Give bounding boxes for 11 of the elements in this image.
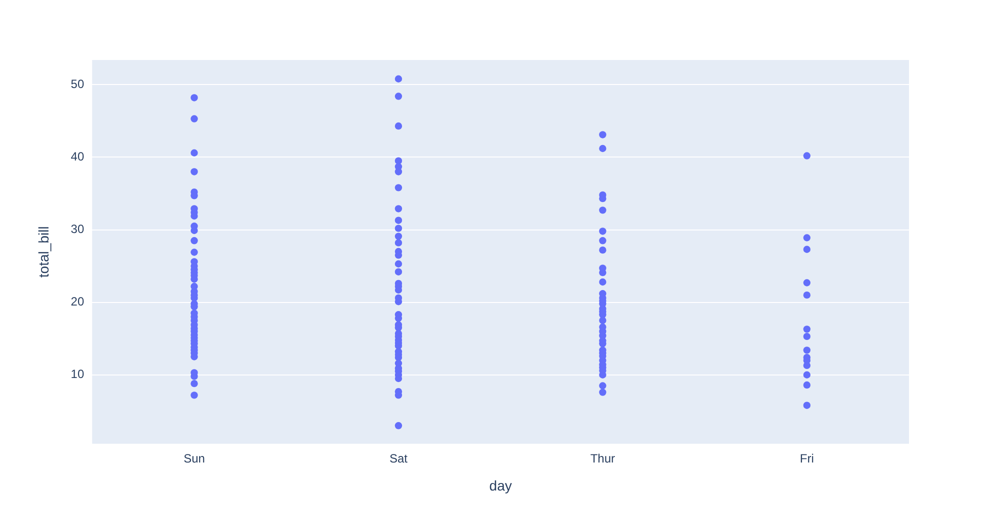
y-tick-label: 20 [70, 294, 84, 309]
y-tick-label: 50 [70, 76, 84, 91]
x-tick-label: Sat [389, 451, 408, 466]
y-tick-label: 10 [70, 367, 84, 382]
x-tick-label: Sun [184, 451, 205, 466]
y-tick-label: 30 [70, 222, 84, 236]
y-axis-title: total_bill [35, 226, 52, 278]
x-tick-label: Thur [590, 451, 616, 466]
x-axis-title: day [489, 477, 512, 494]
x-tick-label: Fri [800, 451, 814, 466]
y-tick-label: 40 [70, 150, 84, 164]
